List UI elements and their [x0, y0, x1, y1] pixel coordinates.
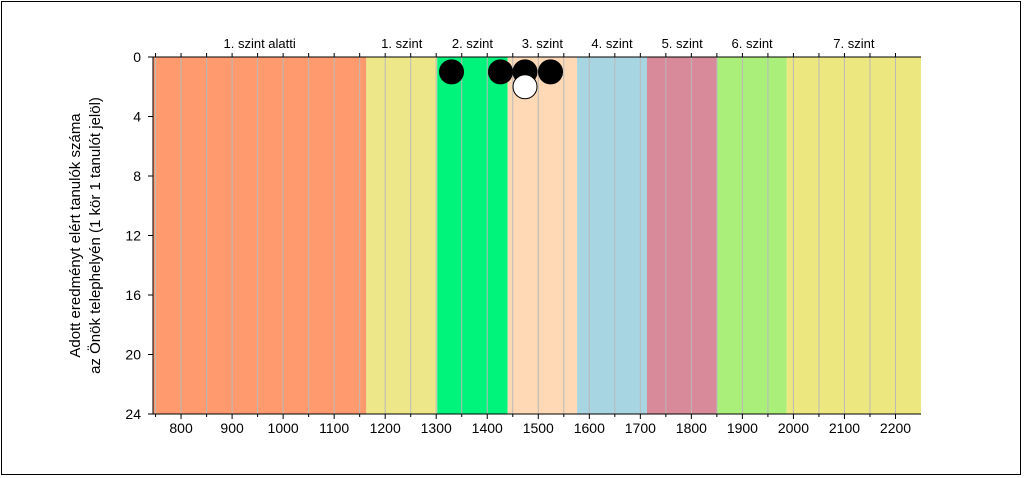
y-tick-label-24: 24 [125, 406, 141, 422]
level-bands [153, 57, 921, 414]
level-band-1 [153, 57, 367, 414]
x-tick-label-1100: 1100 [319, 420, 349, 436]
level-band-6 [646, 57, 718, 414]
level-band-2 [366, 57, 438, 414]
x-tick-label-1300: 1300 [421, 420, 452, 436]
x-tick-label-900: 900 [220, 420, 244, 436]
level-band-7 [717, 57, 787, 414]
level-label-4: 3. szint [522, 36, 564, 51]
y-tick-label-16: 16 [125, 287, 141, 303]
x-tick-label-1400: 1400 [472, 420, 503, 436]
x-tick-label-800: 800 [169, 420, 193, 436]
x-tick-label-2000: 2000 [778, 420, 809, 436]
level-label-8: 7. szint [833, 36, 875, 51]
data-point-filled-2 [488, 59, 514, 85]
x-tick-label-1600: 1600 [574, 420, 605, 436]
x-tick-label-1500: 1500 [523, 420, 554, 436]
x-tick-label-2100: 2100 [829, 420, 860, 436]
level-band-8 [786, 57, 921, 414]
level-label-6: 5. szint [662, 36, 704, 51]
data-point-filled-4 [538, 59, 564, 85]
level-label-7: 6. szint [731, 36, 773, 51]
level-label-2: 1. szint [381, 36, 423, 51]
x-tick-label-2200: 2200 [880, 420, 911, 436]
y-tick-label-20: 20 [125, 347, 141, 363]
y-tick-label-8: 8 [133, 168, 141, 184]
x-tick-label-1700: 1700 [625, 420, 656, 436]
x-tick-label-1800: 1800 [676, 420, 707, 436]
y-tick-label-4: 4 [133, 109, 141, 125]
y-axis-title-line-1: Adott eredményt elért tanulók száma [67, 113, 84, 358]
y-axis-title-line-2: az Önök telephelyén (1 kör 1 tanulót jel… [86, 97, 104, 374]
gridlines [155, 57, 896, 414]
x-tick-label-1900: 1900 [727, 420, 758, 436]
level-labels: 1. szint alatti 1. szint 2. szint 3. szint 4… [224, 36, 875, 51]
data-point-filled-1 [439, 59, 465, 85]
data-points [439, 59, 564, 100]
x-tick-label-1000: 1000 [268, 420, 299, 436]
level-band-4 [507, 57, 578, 414]
data-point-hollow-5 [512, 74, 538, 100]
level-label-1: 1. szint alatti [224, 36, 296, 51]
level-label-5: 4. szint [591, 36, 633, 51]
y-tick-label-12: 12 [125, 228, 141, 244]
level-band-5 [577, 57, 647, 414]
level-label-3: 2. szint [452, 36, 494, 51]
level-band-3 [437, 57, 508, 414]
x-tick-label-1200: 1200 [370, 420, 401, 436]
axes: 800 900 1000 1100 1200 1300 1400 1500 1600 1700 18… [125, 49, 921, 436]
y-tick-label-0: 0 [133, 49, 141, 65]
